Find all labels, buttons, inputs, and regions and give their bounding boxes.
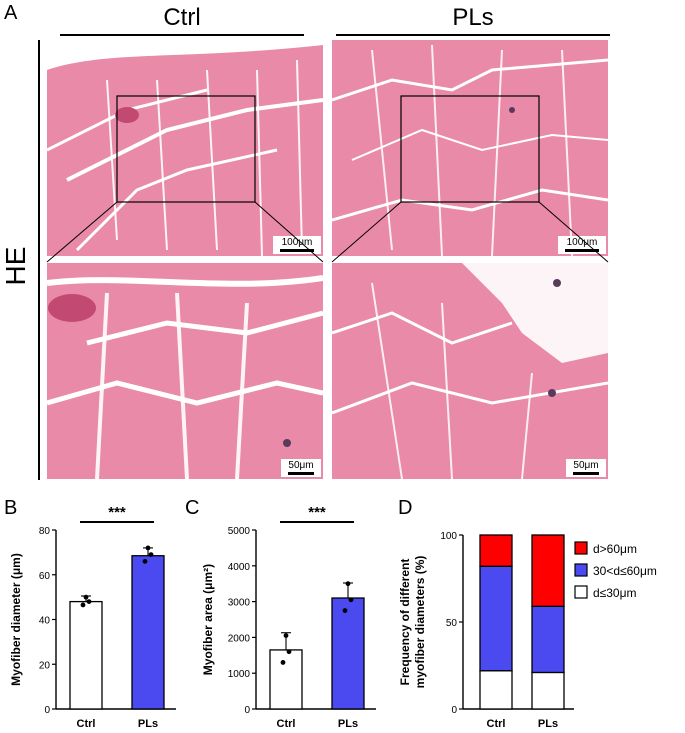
bar-ctrl [69,600,103,710]
stack-segment-pls [531,671,565,710]
stack-segment-pls [531,605,565,674]
x-tick-label-ctrl: Ctrl [487,718,506,730]
micrograph-ctrl-low-texture [47,40,323,256]
data-point [348,597,354,603]
group-title-ctrl: Ctrl [163,4,201,31]
panel-label-a: A [4,2,18,24]
y-tick-label: 80 [39,526,51,537]
data-point [280,660,286,665]
panel-label-b: B [4,497,18,519]
x-tick-label-pls: PLs [338,718,358,730]
group-rule-pls [336,34,610,36]
x-tick-label-ctrl: Ctrl [77,718,96,730]
x-tick-label-pls: PLs [538,718,558,730]
data-point [86,599,92,604]
bar-pls [331,597,365,710]
y-axis-label-line2: myofiber diameters (%) [413,556,427,689]
micrograph-pls-high: 50μm [332,263,608,479]
panel-label-d: D [398,497,413,519]
scale-bar-ctrl-low-label: 100μm [281,237,313,248]
y-tick-label: 2000 [228,633,251,644]
legend-label: d≤30μm [593,586,637,600]
micrograph-ctrl-high: 50μm [47,263,323,479]
data-point [80,602,86,608]
y-tick-label: 1000 [228,669,251,680]
scale-bar-ctrl-high-label: 50μm [288,460,314,471]
significance-label: *** [108,504,126,521]
y-tick-label: 50 [446,618,458,629]
stack-segment-pls [531,534,565,607]
data-point [148,552,154,558]
data-point [142,558,148,564]
micrograph-ctrl-high-texture [47,263,323,479]
data-point [345,581,351,587]
significance-label: *** [308,504,326,521]
y-tick-label: 40 [39,616,51,627]
y-tick-label: 4000 [228,562,251,573]
panel-label-c: C [185,497,200,519]
data-point [283,633,289,639]
y-tick-label: 0 [451,705,457,716]
y-axis-label: Myofiber diameter (μm) [9,553,23,686]
chart-d: 0 50 100 Ctrl PLs Frequency of different myofi… [398,531,657,730]
y-axis-label-line1: Frequency of different [398,559,412,686]
legend-swatch [574,585,588,599]
stack-segment-ctrl [479,670,513,710]
legend-label: d>60μm [593,542,637,556]
data-point [342,608,348,613]
micrograph-pls-low: 100μm [332,40,608,256]
y-tick-label: 60 [39,571,51,582]
scale-bar-ctrl-high: 50μm [281,459,321,477]
stack-segment-ctrl [479,534,513,567]
bar-pls [131,555,165,710]
scale-bar-pls-high-label: 50μm [573,460,599,471]
x-tick-label-ctrl: Ctrl [277,718,296,730]
y-tick-label: 20 [39,660,51,671]
data-point [145,545,151,551]
chart-b: 0 20 40 60 80 Ctrl PLs *** Myofiber diameter (μm… [9,504,176,730]
micrograph-pls-low-texture [332,40,608,256]
group-rule-ctrl [60,34,304,36]
y-tick-label: 100 [440,531,457,542]
legend-swatch [574,563,588,577]
x-tick-label-pls: PLs [138,718,158,730]
scale-bar-pls-low-label: 100μm [566,237,598,248]
y-tick-label: 0 [244,705,250,716]
zoom-connectors [46,201,609,263]
micrograph-ctrl-low: 100μm [47,40,323,256]
he-rule [38,40,40,480]
group-title-pls: PLs [452,4,494,31]
bar-ctrl [269,649,303,710]
y-tick-label: 0 [44,705,50,716]
legend-label: 30<d≤60μm [593,564,657,578]
data-point [286,649,292,655]
y-axis-label: Myofiber area (μm²) [201,564,215,675]
micrograph-pls-high-texture [332,263,608,479]
y-tick-label: 3000 [228,598,251,609]
scale-bar-pls-high: 50μm [566,459,606,477]
legend-swatch [574,541,588,555]
chart-c: 0 1000 2000 3000 4000 5000 Ctrl PLs *** Myofiber … [201,504,376,730]
y-tick-label: 5000 [228,526,251,537]
data-point [83,594,89,600]
stack-segment-ctrl [479,565,513,672]
